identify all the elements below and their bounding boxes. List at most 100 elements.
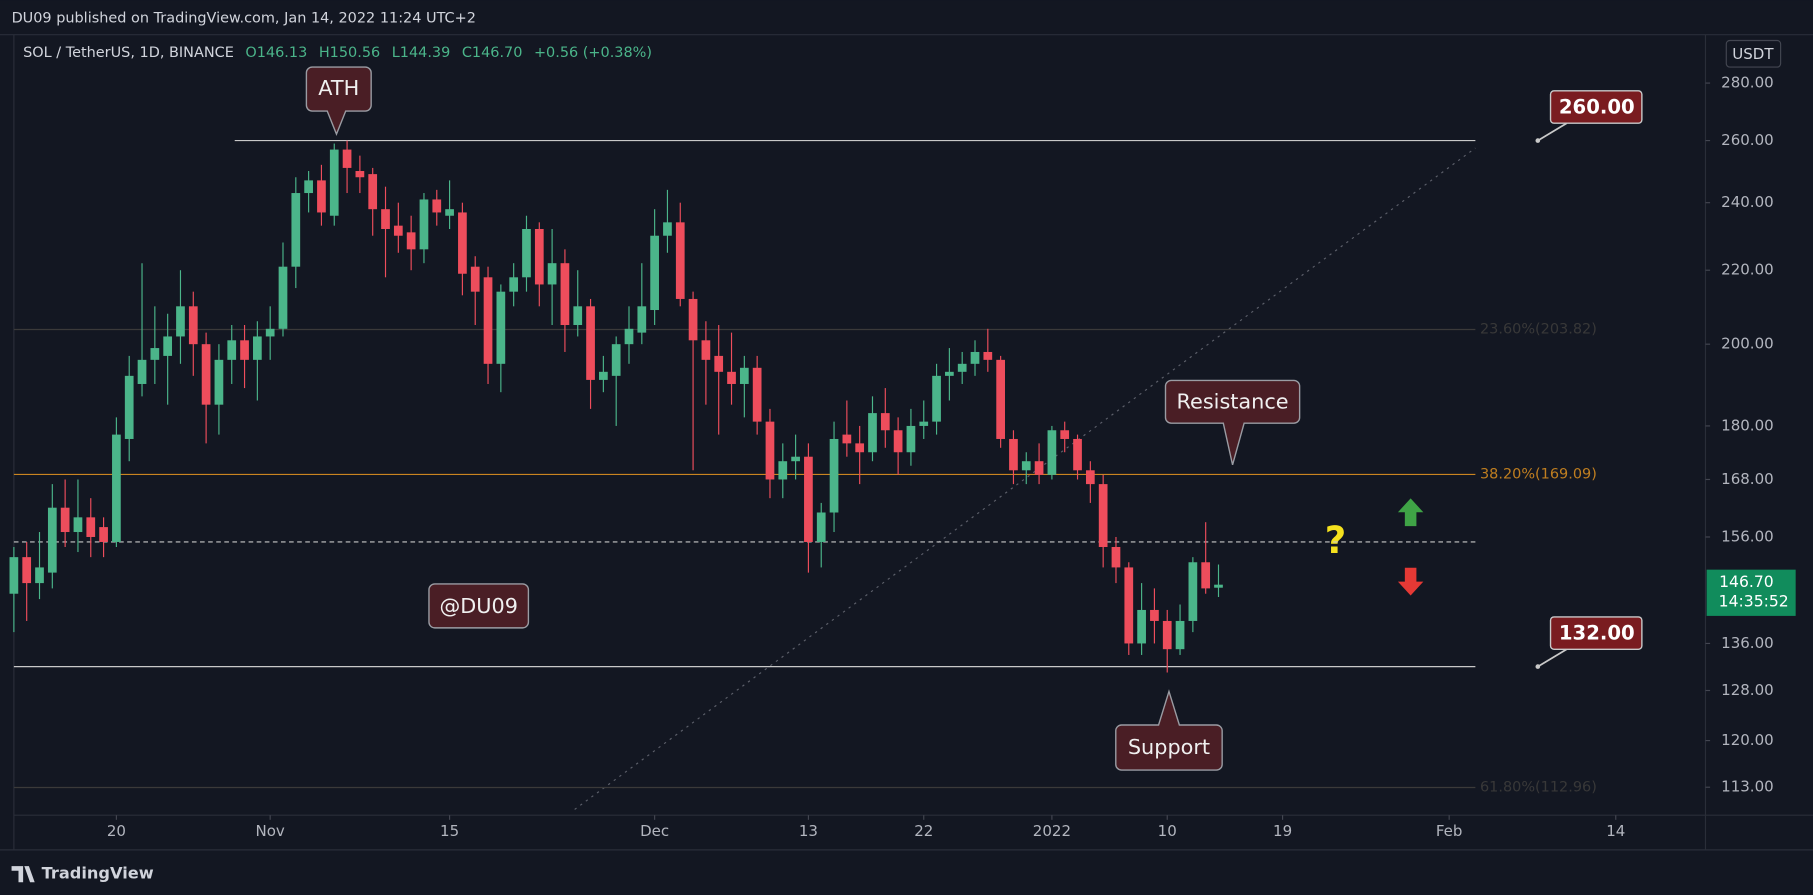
candle-body [547,263,557,285]
candle-body [329,149,339,216]
price-label-text: 132.00 [1559,622,1635,645]
candle [317,164,326,226]
candle [458,202,467,296]
candle [1137,583,1146,655]
price-label-anchor [1535,664,1541,669]
logo: TradingView [11,864,154,883]
candle-body [624,328,634,345]
y-tick-label: 220.00 [1721,261,1774,279]
x-tick-label: Nov [256,822,285,840]
currency[interactable]: USDT [1732,45,1774,63]
y-tick-label: 280.00 [1721,74,1774,92]
y-tick-label: 113.00 [1721,778,1774,796]
candle [163,313,173,405]
question-mark: ? [1325,519,1346,562]
candle [1047,425,1057,480]
candle-body [522,228,531,278]
candle [880,388,890,448]
candle-body [47,507,57,573]
candle [483,266,493,384]
candle [419,193,429,264]
candle-body [393,225,403,236]
candle [586,298,595,409]
legend-low: L144.39 [392,45,451,61]
candle-body [1188,562,1198,621]
candle [1060,421,1070,453]
candle [688,291,698,471]
candle [368,167,378,236]
candle [1009,430,1018,485]
candle-body [1085,470,1095,485]
y-tick-label: 180.00 [1721,416,1774,434]
x-tick-label: 14 [1606,822,1625,840]
candle-body [419,199,429,250]
candle-body [253,336,262,360]
candle [599,355,608,393]
candle [816,502,826,568]
candle-body [201,344,211,405]
candle-body [124,375,134,439]
countdown: 14:35:52 [1719,593,1789,611]
x-tick-label: 2022 [1033,822,1071,840]
candle-body [611,344,621,376]
x-tick-label: Dec [640,822,669,840]
candle [1021,452,1031,485]
candle-body [855,443,865,453]
candle [637,263,647,345]
candle [35,532,44,600]
candle [791,434,800,480]
candle [470,256,480,326]
candle-body [957,363,967,372]
candle-body [1124,567,1134,644]
candle [47,484,57,589]
ath-callout: ATH [305,66,372,137]
x-tick-label: 13 [799,822,818,840]
candle-body [778,461,788,480]
candle-body [470,266,480,292]
y-tick-label: 168.00 [1721,470,1774,488]
currency-box[interactable] [1725,39,1782,68]
candle [855,425,865,485]
candle [714,325,724,435]
candle-body [1060,430,1070,439]
candle-body [842,434,852,444]
candle-body [214,359,224,405]
callout-shape [428,583,530,629]
logo-icon [11,866,35,883]
candle [176,270,185,364]
candle [522,215,531,292]
up-arrow [1397,498,1424,527]
candle [304,171,313,213]
callout-shape [1115,689,1223,771]
candle [675,202,685,307]
candle-body [739,367,749,384]
candle [957,351,967,384]
candle [829,421,839,533]
candle [727,332,736,405]
y-tick-label: 128.00 [1721,681,1774,699]
candle [214,344,224,435]
candle-body [586,306,595,380]
candle [278,242,288,337]
candle-body [458,212,467,274]
candle [534,222,544,307]
candle-body [445,209,454,216]
fib-level-label: 38.20%(169.09) [1480,466,1597,482]
candle-body [560,263,570,326]
candle-body [368,174,378,210]
candle-body [227,340,237,360]
candle-body [176,306,185,337]
callout-text: Resistance [1177,389,1289,413]
candle [22,541,32,621]
candle-body [1150,609,1159,621]
candle-body [996,359,1005,439]
callout-text: @DU09 [439,594,518,618]
candle-body [1214,584,1223,588]
candle [1073,434,1082,480]
candle-body [970,351,980,364]
candle-body [1021,461,1031,471]
candle-body [1201,562,1211,589]
legend-change: +0.56 (+0.38%) [534,45,652,61]
candle-body [9,557,19,594]
